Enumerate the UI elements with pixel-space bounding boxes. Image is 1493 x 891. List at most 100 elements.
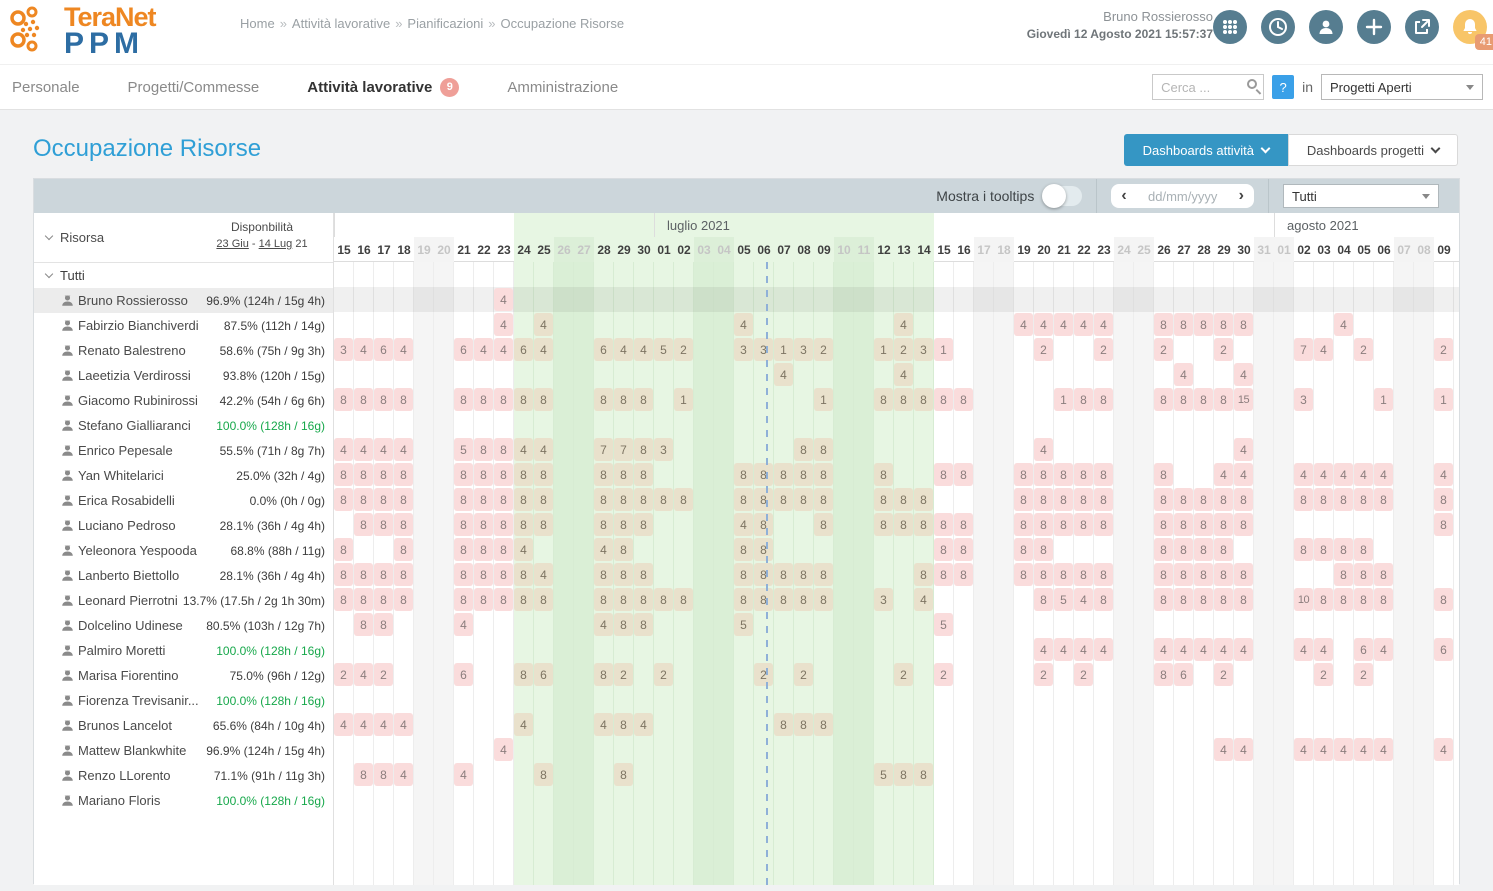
allocation-cell[interactable]: 8: [774, 463, 793, 486]
help-button[interactable]: ?: [1272, 75, 1295, 99]
allocation-cell[interactable]: 8: [474, 463, 493, 486]
allocation-cell[interactable]: 4: [494, 738, 513, 761]
allocation-cell[interactable]: 8: [354, 563, 373, 586]
allocation-cell[interactable]: 2: [1354, 663, 1373, 686]
allocation-cell[interactable]: 8: [334, 488, 353, 511]
allocation-cell[interactable]: 8: [334, 588, 353, 611]
allocation-cell[interactable]: 8: [354, 488, 373, 511]
allocation-cell[interactable]: 4: [1074, 313, 1093, 336]
allocation-cell[interactable]: 8: [1314, 488, 1333, 511]
allocation-cell[interactable]: 8: [1074, 488, 1093, 511]
allocation-cell[interactable]: 4: [1314, 338, 1333, 361]
allocation-cell[interactable]: 4: [354, 338, 373, 361]
allocation-cell[interactable]: 8: [1214, 488, 1233, 511]
allocation-cell[interactable]: 8: [594, 463, 613, 486]
allocation-cell[interactable]: 2: [794, 663, 813, 686]
allocation-cell[interactable]: 8: [374, 563, 393, 586]
allocation-cell[interactable]: 8: [1234, 563, 1253, 586]
allocation-cell[interactable]: 15: [1234, 388, 1253, 411]
allocation-cell[interactable]: 4: [1174, 363, 1193, 386]
day-header-cell[interactable]: 24: [1114, 237, 1134, 262]
day-header-cell[interactable]: 14: [914, 237, 934, 262]
allocation-cell[interactable]: 5: [734, 613, 753, 636]
allocation-cell[interactable]: 2: [894, 338, 913, 361]
resource-row[interactable]: Laeetizia Verdirossi 93.8% (120h / 15g): [34, 363, 333, 388]
apps-grid-icon[interactable]: [1213, 10, 1247, 44]
allocation-cell[interactable]: 8: [934, 538, 953, 561]
allocation-cell[interactable]: 8: [1214, 313, 1233, 336]
allocation-cell[interactable]: 8: [1074, 463, 1093, 486]
day-header-cell[interactable]: 09: [814, 237, 834, 262]
allocation-cell[interactable]: 5: [1054, 588, 1073, 611]
allocation-cell[interactable]: 4: [394, 763, 413, 786]
allocation-cell[interactable]: 4: [1434, 738, 1453, 761]
resource-row[interactable]: Leonard Pierrotni 13.7% (17.5h / 2g 1h 30…: [34, 588, 333, 613]
allocation-cell[interactable]: 8: [914, 563, 933, 586]
allocation-cell[interactable]: 8: [454, 388, 473, 411]
resource-row[interactable]: Renato Balestreno 58.6% (75h / 9g 3h): [34, 338, 333, 363]
allocation-cell[interactable]: 4: [1074, 588, 1093, 611]
allocation-cell[interactable]: 8: [1354, 563, 1373, 586]
allocation-cell[interactable]: 2: [1434, 338, 1453, 361]
prev-date-button[interactable]: ‹: [1121, 187, 1127, 204]
allocation-cell[interactable]: 2: [1314, 663, 1333, 686]
allocation-cell[interactable]: 6: [374, 338, 393, 361]
allocation-cell[interactable]: 4: [334, 713, 353, 736]
allocation-cell[interactable]: 8: [774, 488, 793, 511]
allocation-cell[interactable]: 8: [654, 488, 673, 511]
day-header-cell[interactable]: 16: [357, 242, 371, 257]
allocation-cell[interactable]: 8: [654, 588, 673, 611]
allocation-cell[interactable]: 8: [1294, 538, 1313, 561]
allocation-cell[interactable]: 8: [1174, 563, 1193, 586]
allocation-cell[interactable]: 3: [794, 338, 813, 361]
allocation-cell[interactable]: 4: [1094, 313, 1113, 336]
allocation-cell[interactable]: 8: [614, 613, 633, 636]
allocation-cell[interactable]: 8: [394, 538, 413, 561]
day-header-cell[interactable]: 28: [1197, 242, 1211, 257]
allocation-cell[interactable]: 1: [874, 338, 893, 361]
allocation-cell[interactable]: 8: [774, 713, 793, 736]
allocation-cell[interactable]: 8: [1374, 563, 1393, 586]
allocation-cell[interactable]: 8: [754, 538, 773, 561]
day-header-cell[interactable]: 26: [1157, 242, 1171, 257]
day-header-cell[interactable]: 23: [497, 242, 511, 257]
allocation-cell[interactable]: 5: [934, 613, 953, 636]
allocation-cell[interactable]: 5: [654, 338, 673, 361]
allocation-cell[interactable]: 4: [1054, 313, 1073, 336]
allocation-cell[interactable]: 8: [634, 488, 653, 511]
dashboards-progetti-button[interactable]: Dashboards progetti: [1287, 134, 1458, 166]
allocation-cell[interactable]: 4: [634, 338, 653, 361]
allocation-cell[interactable]: 3: [734, 338, 753, 361]
allocation-cell[interactable]: 8: [1214, 513, 1233, 536]
allocation-cell[interactable]: 8: [954, 563, 973, 586]
allocation-cell[interactable]: 8: [894, 388, 913, 411]
allocation-cell[interactable]: 2: [894, 663, 913, 686]
allocation-cell[interactable]: 8: [1094, 388, 1113, 411]
allocation-cell[interactable]: 8: [1334, 588, 1353, 611]
allocation-cell[interactable]: 8: [774, 563, 793, 586]
day-header-cell[interactable]: 11: [854, 237, 874, 262]
allocation-cell[interactable]: 7: [594, 438, 613, 461]
breadcrumb-home[interactable]: Home: [240, 16, 275, 31]
allocation-cell[interactable]: 2: [674, 338, 693, 361]
allocation-cell[interactable]: 4: [614, 338, 633, 361]
day-header-cell[interactable]: 06: [1377, 242, 1391, 257]
allocation-cell[interactable]: 8: [634, 463, 653, 486]
allocation-cell[interactable]: 4: [1354, 738, 1373, 761]
allocation-cell[interactable]: 8: [1094, 588, 1113, 611]
allocation-cell[interactable]: 8: [354, 513, 373, 536]
allocation-cell[interactable]: 8: [1194, 488, 1213, 511]
allocation-cell[interactable]: 8: [1314, 588, 1333, 611]
allocation-cell[interactable]: 4: [394, 338, 413, 361]
allocation-cell[interactable]: 8: [1034, 463, 1053, 486]
allocation-cell[interactable]: 8: [1174, 488, 1193, 511]
allocation-cell[interactable]: 4: [1294, 738, 1313, 761]
allocation-cell[interactable]: 8: [1034, 513, 1053, 536]
allocation-cell[interactable]: 8: [1154, 563, 1173, 586]
allocation-cell[interactable]: 8: [934, 463, 953, 486]
allocation-cell[interactable]: 8: [374, 613, 393, 636]
allocation-cell[interactable]: 4: [914, 588, 933, 611]
allocation-cell[interactable]: 4: [374, 438, 393, 461]
allocation-cell[interactable]: 8: [814, 438, 833, 461]
allocation-cell[interactable]: 8: [754, 463, 773, 486]
